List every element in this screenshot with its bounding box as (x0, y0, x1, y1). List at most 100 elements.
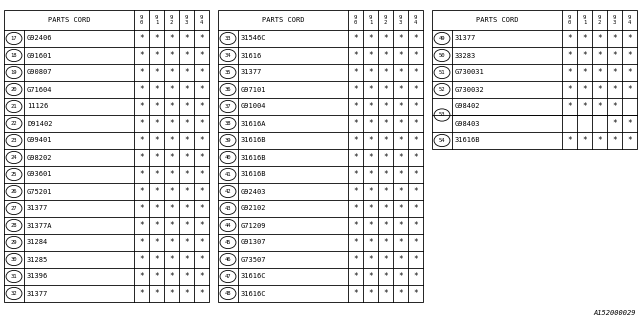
Text: *: * (383, 204, 388, 213)
Text: 50: 50 (439, 53, 445, 58)
Text: *: * (398, 102, 403, 111)
Text: *: * (154, 85, 159, 94)
Text: *: * (612, 136, 617, 145)
Text: *: * (139, 221, 144, 230)
Text: *: * (184, 85, 189, 94)
Text: 9
2: 9 2 (384, 15, 387, 25)
Text: 31616B: 31616B (241, 155, 266, 161)
Text: 25: 25 (11, 172, 17, 177)
Text: *: * (184, 187, 189, 196)
Text: *: * (154, 119, 159, 128)
Text: *: * (413, 255, 418, 264)
Text: 9
3: 9 3 (399, 15, 402, 25)
Text: *: * (627, 136, 632, 145)
Text: *: * (398, 119, 403, 128)
Text: *: * (398, 51, 403, 60)
Text: 31284: 31284 (27, 239, 48, 245)
Text: *: * (398, 68, 403, 77)
Text: 43: 43 (225, 206, 231, 211)
Text: 9
1: 9 1 (583, 15, 586, 25)
Text: 48: 48 (225, 291, 231, 296)
Text: *: * (398, 34, 403, 43)
Text: *: * (368, 136, 373, 145)
Text: 22: 22 (11, 121, 17, 126)
Text: *: * (383, 34, 388, 43)
Text: 9
2: 9 2 (598, 15, 601, 25)
Text: 9
2: 9 2 (170, 15, 173, 25)
Text: *: * (582, 102, 587, 111)
Text: *: * (199, 238, 204, 247)
Text: 20: 20 (11, 87, 17, 92)
Text: D91402: D91402 (27, 121, 52, 126)
Text: *: * (139, 119, 144, 128)
Text: *: * (383, 85, 388, 94)
Text: *: * (139, 170, 144, 179)
Text: *: * (169, 170, 174, 179)
Text: 47: 47 (225, 274, 231, 279)
Text: *: * (612, 34, 617, 43)
Text: G92406: G92406 (27, 36, 52, 42)
Text: 44: 44 (225, 223, 231, 228)
Text: *: * (627, 51, 632, 60)
Text: *: * (139, 34, 144, 43)
Text: *: * (383, 238, 388, 247)
Text: *: * (184, 136, 189, 145)
Text: PARTS CORD: PARTS CORD (476, 17, 518, 23)
Text: *: * (398, 238, 403, 247)
Text: *: * (582, 34, 587, 43)
Text: *: * (353, 221, 358, 230)
Text: *: * (184, 221, 189, 230)
Text: 17: 17 (11, 36, 17, 41)
Text: *: * (184, 255, 189, 264)
Text: *: * (413, 153, 418, 162)
Text: 31377: 31377 (27, 291, 48, 297)
Text: *: * (353, 255, 358, 264)
Text: G98402: G98402 (455, 103, 481, 109)
Text: *: * (199, 102, 204, 111)
Text: *: * (199, 136, 204, 145)
Text: *: * (368, 170, 373, 179)
Text: *: * (139, 68, 144, 77)
Text: *: * (154, 34, 159, 43)
Text: *: * (139, 238, 144, 247)
Text: *: * (368, 204, 373, 213)
Text: *: * (199, 221, 204, 230)
Text: 31616: 31616 (241, 52, 262, 59)
Text: *: * (139, 187, 144, 196)
Text: PARTS CORD: PARTS CORD (48, 17, 90, 23)
Text: *: * (154, 51, 159, 60)
Text: *: * (413, 187, 418, 196)
Text: *: * (368, 34, 373, 43)
Text: 31616A: 31616A (241, 121, 266, 126)
Text: 41: 41 (225, 172, 231, 177)
Text: *: * (612, 68, 617, 77)
Text: *: * (169, 187, 174, 196)
Text: *: * (169, 51, 174, 60)
Text: 31: 31 (11, 274, 17, 279)
Text: *: * (398, 221, 403, 230)
Text: *: * (398, 136, 403, 145)
Text: *: * (398, 272, 403, 281)
Text: *: * (368, 85, 373, 94)
Text: *: * (184, 102, 189, 111)
Text: 31377: 31377 (455, 36, 476, 42)
Text: *: * (413, 204, 418, 213)
Text: *: * (413, 102, 418, 111)
Text: *: * (383, 136, 388, 145)
Text: *: * (154, 170, 159, 179)
Text: *: * (169, 85, 174, 94)
Text: 39: 39 (225, 138, 231, 143)
Text: 31377A: 31377A (27, 222, 52, 228)
Text: *: * (353, 136, 358, 145)
Text: *: * (368, 255, 373, 264)
Text: *: * (199, 204, 204, 213)
Text: 9
4: 9 4 (414, 15, 417, 25)
Text: *: * (199, 51, 204, 60)
Text: *: * (383, 170, 388, 179)
Text: 9
1: 9 1 (369, 15, 372, 25)
Text: 31616B: 31616B (241, 172, 266, 178)
Text: 31616B: 31616B (455, 138, 481, 143)
Text: *: * (154, 102, 159, 111)
Text: *: * (368, 51, 373, 60)
Text: *: * (368, 272, 373, 281)
